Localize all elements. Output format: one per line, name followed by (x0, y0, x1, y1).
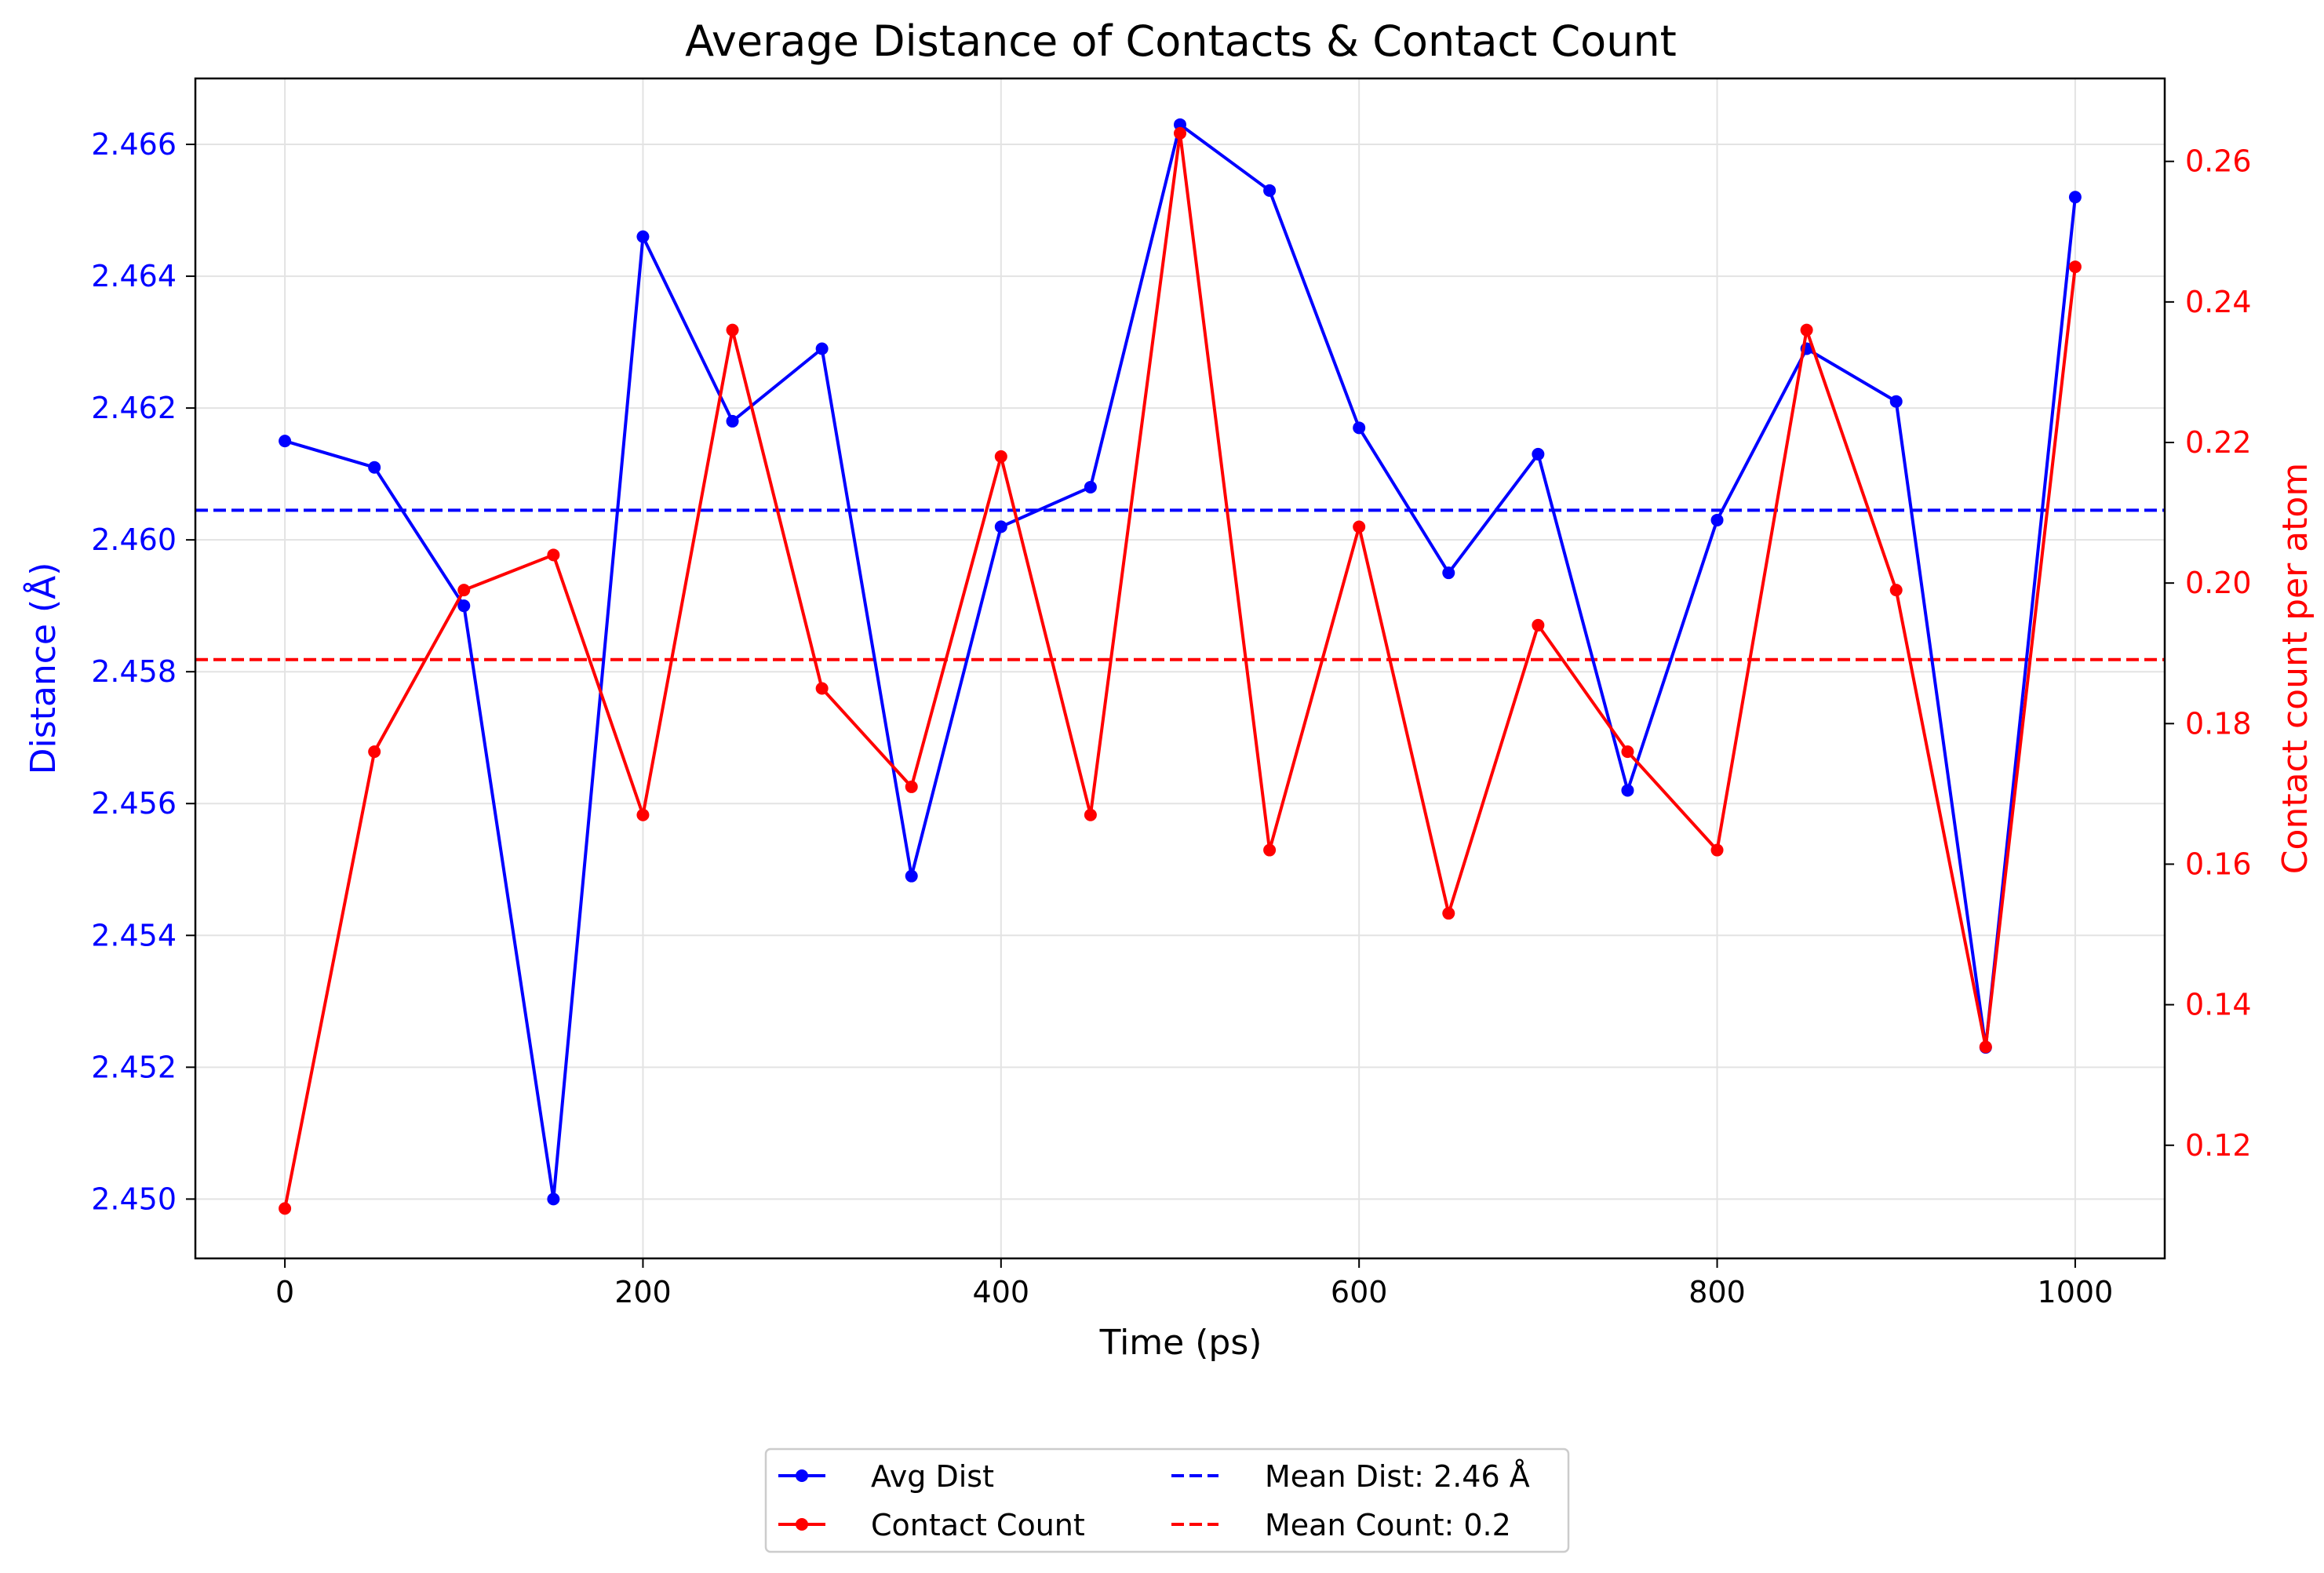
legend: Avg Dist Contact Count Mean Dist: 2.46 Å… (764, 1447, 1570, 1553)
data-point-avg-dist (2068, 191, 2082, 204)
x-axis-label: Time (ps) (1099, 1323, 1262, 1363)
reference-lines (195, 508, 2165, 661)
data-point-contact-count (1442, 907, 1455, 920)
y-axis-left-label: Distance (Å) (22, 563, 64, 775)
data-point-contact-count (815, 682, 829, 695)
y-left-tick-label: 2.464 (91, 259, 177, 293)
data-point-contact-count (994, 450, 1007, 463)
data-point-avg-dist (1889, 395, 1903, 408)
y-right-tick-label: 0.18 (2185, 706, 2252, 741)
data-point-avg-dist (815, 342, 829, 355)
data-point-avg-dist (1710, 513, 1724, 526)
y-right-tick-label: 0.26 (2185, 144, 2252, 179)
y-right-tick-label: 0.16 (2185, 847, 2252, 881)
data-point-contact-count (1710, 843, 1724, 857)
data-point-contact-count (1174, 126, 1186, 140)
y-left-tick-label: 2.454 (91, 918, 177, 952)
y-axis-right-ticks: 0.12 0.14 0.16 0.18 0.20 0.22 0.24 0.26 (2165, 144, 2252, 1163)
plot-frame (194, 77, 2166, 1260)
y-left-tick-label: 2.458 (91, 654, 177, 689)
data-point-avg-dist (368, 461, 381, 474)
data-point-avg-dist (279, 435, 292, 448)
data-point-contact-count (1979, 1040, 1992, 1054)
data-point-avg-dist (457, 599, 471, 613)
data-point-contact-count (905, 780, 918, 793)
legend-label-avg-dist: Avg Dist (871, 1459, 994, 1494)
data-point-avg-dist (905, 869, 918, 883)
data-point-avg-dist (1532, 447, 1545, 461)
y-left-tick-label: 2.460 (91, 523, 177, 557)
x-tick-label: 800 (1688, 1275, 1746, 1309)
legend-avg-dist-marker (796, 1469, 808, 1482)
data-point-avg-dist (1353, 421, 1366, 435)
y-right-tick-label: 0.24 (2185, 285, 2252, 319)
data-point-avg-dist (1084, 480, 1097, 493)
legend-contact-count-marker (796, 1518, 808, 1531)
data-point-contact-count (1621, 745, 1634, 759)
data-point-avg-dist (1442, 566, 1455, 580)
data-point-contact-count (457, 584, 471, 597)
data-point-avg-dist (1621, 784, 1634, 797)
data-point-avg-dist (726, 414, 739, 428)
y-right-tick-label: 0.20 (2185, 566, 2252, 600)
legend-label-mean-dist: Mean Dist: 2.46 Å (1265, 1459, 1530, 1494)
data-point-avg-dist (1174, 118, 1186, 131)
x-tick-label: 0 (275, 1275, 294, 1309)
y-axis-left-ticks: 2.450 2.452 2.454 2.456 2.458 2.460 2.462 2.464… (91, 127, 195, 1216)
y-left-tick-label: 2.450 (91, 1182, 177, 1216)
legend-label-mean-count: Mean Count: 0.2 (1265, 1508, 1511, 1542)
data-point-contact-count (1263, 843, 1277, 857)
legend-label-contact-count: Contact Count (871, 1508, 1085, 1542)
data-point-contact-count (368, 745, 381, 759)
y-left-tick-label: 2.462 (91, 391, 177, 425)
data-point-contact-count (726, 323, 739, 337)
data-point-avg-dist (547, 1192, 560, 1206)
data-point-contact-count (1353, 520, 1366, 533)
chart-title: Average Distance of Contacts & Contact C… (685, 16, 1677, 66)
y-right-tick-label: 0.12 (2185, 1128, 2252, 1163)
x-tick-label: 200 (614, 1275, 672, 1309)
data-point-avg-dist (636, 230, 650, 243)
y-right-tick-label: 0.22 (2185, 425, 2252, 460)
data-point-contact-count (2068, 260, 2082, 274)
y-left-tick-label: 2.452 (91, 1050, 177, 1084)
y-left-tick-label: 2.466 (91, 127, 177, 162)
data-point-contact-count (547, 548, 560, 562)
x-axis-ticks: 0 200 400 600 800 1000 (275, 1258, 2113, 1309)
x-tick-label: 400 (973, 1275, 1030, 1309)
x-tick-label: 1000 (2038, 1275, 2114, 1309)
data-series (279, 118, 2082, 1215)
data-point-contact-count (1084, 808, 1097, 821)
x-tick-label: 600 (1331, 1275, 1388, 1309)
y-right-tick-label: 0.14 (2185, 988, 2252, 1022)
y-left-tick-label: 2.456 (91, 786, 177, 821)
data-point-contact-count (279, 1202, 292, 1215)
y-axis-right-label: Contact count per atom (2275, 463, 2315, 874)
data-point-avg-dist (1263, 184, 1277, 197)
data-point-contact-count (1889, 584, 1903, 597)
data-point-contact-count (1532, 618, 1545, 632)
data-point-avg-dist (994, 520, 1007, 533)
legend-box (764, 1447, 1570, 1553)
data-point-contact-count (1800, 323, 1813, 337)
data-point-contact-count (636, 808, 650, 821)
